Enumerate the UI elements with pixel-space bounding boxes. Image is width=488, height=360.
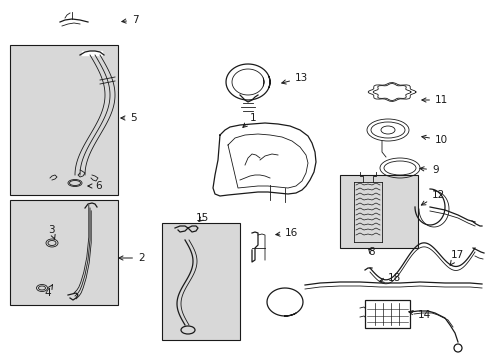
Bar [364, 300, 409, 328]
Text: 12: 12 [421, 190, 445, 205]
Text: 18: 18 [379, 273, 401, 283]
Bar [10, 45, 118, 195]
Text: 15: 15 [196, 213, 209, 223]
Text: 2: 2 [119, 253, 144, 263]
Bar [10, 200, 118, 305]
Bar [162, 223, 240, 340]
Text: 3: 3 [48, 225, 55, 239]
Text: 16: 16 [275, 228, 298, 238]
Text: 17: 17 [449, 250, 463, 265]
Text: 10: 10 [421, 135, 447, 145]
Text: 14: 14 [408, 310, 430, 320]
Text: 9: 9 [419, 165, 438, 175]
Text: 13: 13 [281, 73, 307, 84]
Text: 7: 7 [122, 15, 138, 25]
Text: 1: 1 [243, 113, 256, 127]
Text: 5: 5 [121, 113, 136, 123]
Text: 11: 11 [421, 95, 447, 105]
Text: 6: 6 [88, 181, 102, 191]
Bar [339, 175, 417, 248]
Text: 8: 8 [367, 247, 374, 257]
Text: 4: 4 [44, 285, 52, 298]
